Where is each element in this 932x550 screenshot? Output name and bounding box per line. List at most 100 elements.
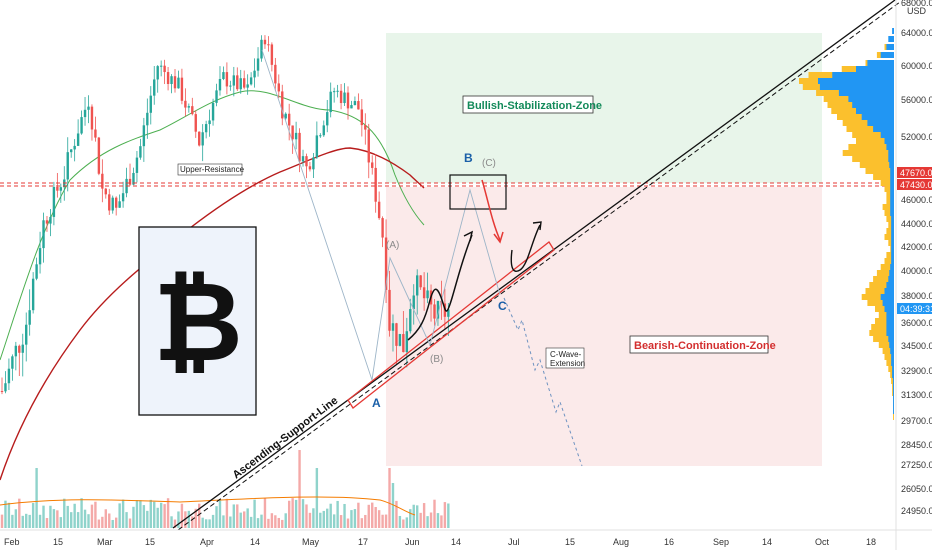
time-tick: 18 (866, 537, 876, 547)
price-tick: 29700.0 (901, 416, 932, 426)
volume-profile-bar (876, 270, 894, 276)
candle-body (66, 152, 69, 180)
volume-bar (291, 498, 294, 528)
volume-bar (284, 513, 287, 528)
volume-profile-bar-main (890, 192, 894, 198)
candle-body (25, 324, 28, 345)
volume-bar (42, 505, 45, 528)
volume-profile-bar-main (893, 390, 894, 396)
volume-bar (170, 516, 173, 528)
volume-profile-bar (865, 288, 894, 294)
volume-profile-bar-main (893, 396, 894, 402)
unit-label: USD (907, 6, 927, 16)
volume-bar (25, 513, 28, 528)
volume-bar (277, 517, 280, 528)
volume-bar (339, 515, 343, 528)
candle-body (114, 197, 118, 208)
sma-short (0, 90, 425, 361)
volume-bar (384, 514, 388, 528)
c-wave-label-2: Extension (550, 359, 585, 368)
price-tick: 26050.0 (901, 484, 932, 494)
support-line-dashed (177, 1, 901, 531)
price-tick: 44000.0 (901, 219, 932, 229)
candle-body (284, 113, 287, 119)
candle-body (142, 125, 146, 147)
projection-zigzag (407, 234, 473, 341)
volume-bar (118, 503, 121, 528)
price-tick: 56000.0 (901, 95, 932, 105)
volume-bar (225, 498, 229, 528)
volume-bars (0, 450, 450, 528)
volume-bar (222, 515, 225, 528)
volume-profile-bar (884, 234, 894, 240)
price-tick: 60000.0 (901, 61, 932, 71)
candle-body (274, 64, 277, 84)
volume-profile-bar (873, 174, 894, 180)
volume-bar (125, 512, 128, 528)
bitcoin-logo-box (138, 226, 257, 416)
candle-body (45, 220, 49, 224)
time-axis: Feb 15 Mar 15 Apr 14 May 17 Jun 14 Jul 1… (0, 529, 932, 547)
volume-bar (70, 512, 73, 528)
volume-bar (329, 503, 332, 528)
volume-bar (31, 502, 35, 528)
candle-body (4, 383, 7, 392)
candle-body (56, 187, 59, 191)
candle-body (121, 193, 125, 202)
candle-body (395, 323, 398, 346)
volume-profile-bar-main (856, 66, 894, 72)
support-line-solid (172, 0, 896, 529)
bullish-zone (386, 33, 822, 183)
volume-profile-bar-main (886, 318, 894, 324)
volume-bar (66, 505, 69, 528)
volume-bar (38, 514, 42, 528)
volume-profile-bar (884, 354, 894, 360)
time-tick: Jun (405, 537, 420, 547)
candle-body (371, 162, 374, 168)
volume-bar (215, 506, 218, 528)
volume-bar (218, 499, 222, 528)
volume-profile-bar (893, 414, 894, 420)
volume-bar (332, 514, 336, 528)
candle-body (277, 83, 280, 92)
candle-body (305, 156, 308, 167)
candle-body (180, 77, 184, 101)
volume-profile-bar-main (893, 408, 894, 414)
bounce-arrow (510, 224, 541, 272)
volume-profile-bar-main (880, 294, 894, 300)
price-scale: USD 68000.0 64000.0 60000.0 56000.0 5200… (895, 0, 932, 550)
volume-bar (412, 504, 415, 528)
time-tick: Oct (815, 537, 830, 547)
volume-profile-bar (880, 180, 894, 186)
volume-bar (443, 502, 447, 528)
candle-body (267, 44, 270, 46)
candle-body (38, 248, 42, 265)
volume-bar (114, 517, 118, 528)
volume-profile-bar-main (884, 288, 894, 294)
volume-profile-bar (848, 144, 894, 150)
volume-bar (256, 518, 260, 528)
volume-bar (45, 518, 49, 528)
price-tick: 38000.0 (901, 291, 932, 301)
volume-bar (76, 512, 80, 528)
c-wave-label-1: C-Wave- (550, 350, 582, 359)
volume-profile-bar-main (889, 342, 894, 348)
candle-body (52, 187, 56, 217)
candle-body (301, 156, 305, 162)
volume-bar (21, 515, 24, 528)
time-tick: 15 (53, 537, 63, 547)
candle-body (422, 287, 426, 299)
time-tick: 14 (250, 537, 260, 547)
volume-profile-bar-main (891, 216, 894, 222)
volume-profile-bar-main (892, 28, 894, 34)
volume-bar (402, 519, 405, 528)
candle-body (409, 309, 412, 332)
time-tick: 14 (762, 537, 772, 547)
wave-label-A-paren: (A) (386, 240, 399, 251)
volume-profile-bar-main (867, 120, 894, 126)
candle-body (263, 39, 267, 45)
candle-body (7, 368, 11, 384)
volume-bar (253, 499, 256, 528)
volume-bar (59, 517, 63, 528)
candle-body (319, 135, 322, 137)
